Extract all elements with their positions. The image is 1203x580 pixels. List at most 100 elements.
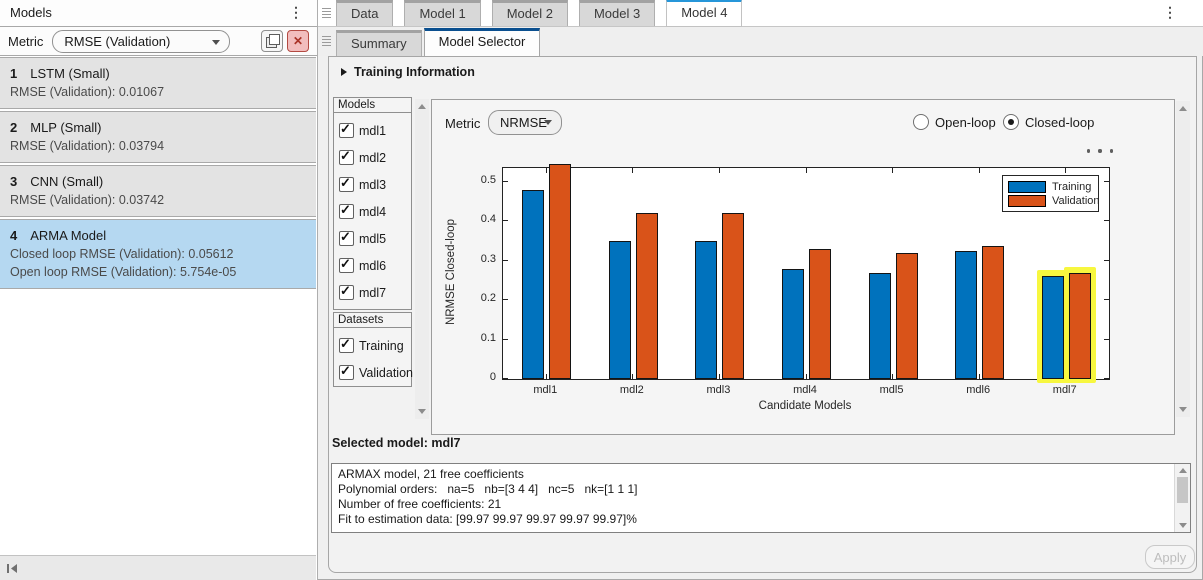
bar-validation-mdl4[interactable] [809, 249, 831, 379]
checkbox-mdl3[interactable]: ✓mdl3 [334, 171, 411, 198]
checkbox-mdl5[interactable]: ✓ mdl5 [334, 225, 411, 252]
checkbox-icon[interactable]: ✓ [339, 123, 354, 138]
checkbox-icon[interactable]: ✓ [339, 204, 354, 219]
scroll-down-icon[interactable] [1179, 407, 1187, 412]
legend-entry: Training [1008, 180, 1098, 193]
training-information-label: Training Information [354, 65, 475, 79]
model-list-item[interactable]: 4ARMA ModelClosed loop RMSE (Validation)… [0, 219, 316, 289]
radio-open-loop[interactable]: Open-loop [913, 114, 996, 130]
x-tick-label: mdl2 [620, 384, 644, 396]
training-information-section[interactable]: Training Information [341, 65, 475, 79]
details-line: Fit to estimation data: [99.97 99.97 99.… [338, 512, 1174, 527]
checkbox-training[interactable]: ✓Training [334, 332, 411, 359]
model-index: 3 [10, 174, 17, 189]
selected-model-label: Selected model: mdl7 [332, 436, 461, 450]
bar-training-mdl4[interactable] [782, 269, 804, 379]
checkbox-icon[interactable]: ✓ [339, 258, 354, 273]
checkbox-icon[interactable]: ✓ [339, 285, 354, 300]
checkbox-validation[interactable]: ✓Validation [334, 359, 411, 386]
model-list-item[interactable]: 3CNN (Small)RMSE (Validation): 0.03742 [0, 165, 316, 217]
tab-model-4[interactable]: Model 4 [666, 0, 742, 27]
checkbox-mdl7[interactable]: ✓mdl7 [334, 279, 411, 306]
scrollbar-thumb[interactable] [1177, 477, 1188, 503]
checkbox-label: mdl5 [359, 232, 386, 246]
tab-model-1[interactable]: Model 1 [404, 0, 480, 26]
bar-training-mdl2[interactable] [609, 241, 631, 379]
apply-button[interactable]: Apply [1145, 545, 1195, 569]
bar-training-mdl7[interactable] [1042, 276, 1064, 379]
models-panel-title: Models [10, 5, 52, 20]
panel-menu-icon[interactable]: ⋮ [289, 4, 303, 20]
document-tab-bar: Data Model 1 Model 2 Model 3 Model 4 ⋮ [318, 0, 1203, 27]
duplicate-model-button[interactable] [261, 30, 283, 52]
chart-metric-dropdown[interactable]: NRMSE [488, 110, 562, 135]
checkbox-icon[interactable]: ✓ [339, 365, 354, 380]
model-index: 1 [10, 66, 17, 81]
document-area: Data Model 1 Model 2 Model 3 Model 4 ⋮ Summa… [318, 0, 1203, 580]
scroll-up-icon[interactable] [1179, 468, 1187, 473]
scroll-down-icon[interactable] [1179, 523, 1187, 528]
radio-closed-loop[interactable]: Closed-loop [1003, 114, 1094, 130]
axes-toolbar-icon[interactable] [1087, 146, 1113, 156]
model-name: CNN (Small) [30, 174, 103, 189]
bar-validation-mdl7[interactable] [1069, 273, 1091, 379]
tab-model-2[interactable]: Model 2 [492, 0, 568, 26]
panel-grip-icon[interactable] [322, 8, 331, 19]
scroll-up-icon[interactable] [1179, 106, 1187, 111]
checkbox-icon[interactable]: ✓ [339, 177, 354, 192]
legend-swatch [1008, 181, 1046, 193]
scroll-up-icon[interactable] [418, 104, 426, 109]
selector-scrollbar[interactable] [415, 99, 429, 419]
model-list-item[interactable]: 1LSTM (Small)RMSE (Validation): 0.01067 [0, 57, 316, 109]
model-details-text: ARMAX model, 21 free coefficientsPolynom… [332, 464, 1174, 533]
details-scrollbar[interactable] [1174, 464, 1190, 532]
bar-training-mdl6[interactable] [955, 251, 977, 379]
y-tick [503, 220, 508, 221]
checkbox-mdl4[interactable]: ✓mdl4 [334, 198, 411, 225]
bar-validation-mdl2[interactable] [636, 213, 658, 379]
tabbar-menu-icon[interactable]: ⋮ [1163, 4, 1177, 20]
model-list-item[interactable]: 2MLP (Small)RMSE (Validation): 0.03794 [0, 111, 316, 163]
checkbox-mdl6[interactable]: ✓mdl6 [334, 252, 411, 279]
metric-dropdown[interactable]: RMSE (Validation) [52, 30, 230, 53]
checkbox-mdl1[interactable]: ✓mdl1 [334, 117, 411, 144]
collapse-panel-icon[interactable] [6, 562, 19, 575]
checkbox-icon[interactable]: ✓ [339, 150, 354, 165]
bar-training-mdl3[interactable] [695, 241, 717, 379]
tab-data[interactable]: Data [336, 0, 393, 26]
x-tick [979, 374, 980, 379]
tab-model-3[interactable]: Model 3 [579, 0, 655, 26]
datasets-box-header: Datasets [333, 312, 412, 328]
model-index: 2 [10, 120, 17, 135]
bar-validation-mdl6[interactable] [982, 246, 1004, 379]
delete-model-button[interactable]: ✕ [287, 30, 309, 52]
x-tick-label: mdl5 [880, 384, 904, 396]
chart-area-scrollbar[interactable] [1176, 101, 1190, 417]
checkbox-icon[interactable]: ✓ [339, 338, 354, 353]
details-line: Polynomial orders: na=5 nb=[3 4 4] nc=5 … [338, 482, 1174, 497]
bar-validation-mdl5[interactable] [896, 253, 918, 379]
y-tick [1104, 260, 1109, 261]
y-tick [503, 378, 508, 379]
bar-validation-mdl3[interactable] [722, 213, 744, 379]
y-tick [503, 260, 508, 261]
subtab-model-selector[interactable]: Model Selector [424, 28, 541, 57]
model-name: LSTM (Small) [30, 66, 109, 81]
x-tick [546, 374, 547, 379]
radio-icon[interactable] [1003, 114, 1019, 130]
x-tick [892, 168, 893, 173]
checkbox-mdl2[interactable]: ✓mdl2 [334, 144, 411, 171]
close-x-icon: ✕ [293, 34, 303, 48]
checkbox-icon[interactable]: ✓ [339, 231, 354, 246]
models-panel: Models ⋮ Metric RMSE (Validation) ✕ 1LST… [0, 0, 318, 580]
datasets-checkbox-list: ✓Training✓Validation [333, 327, 412, 387]
scroll-down-icon[interactable] [418, 409, 426, 414]
panel-grip-icon[interactable] [322, 36, 331, 47]
bar-training-mdl1[interactable] [522, 190, 544, 379]
bar-validation-mdl1[interactable] [549, 164, 571, 379]
radio-icon[interactable] [913, 114, 929, 130]
bar-training-mdl5[interactable] [869, 273, 891, 379]
details-line: Number of free coefficients: 21 [338, 497, 1174, 512]
subtab-summary[interactable]: Summary [336, 30, 422, 56]
x-tick [1065, 168, 1066, 173]
